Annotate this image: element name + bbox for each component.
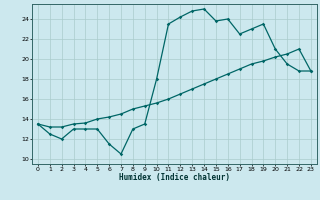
X-axis label: Humidex (Indice chaleur): Humidex (Indice chaleur) xyxy=(119,173,230,182)
